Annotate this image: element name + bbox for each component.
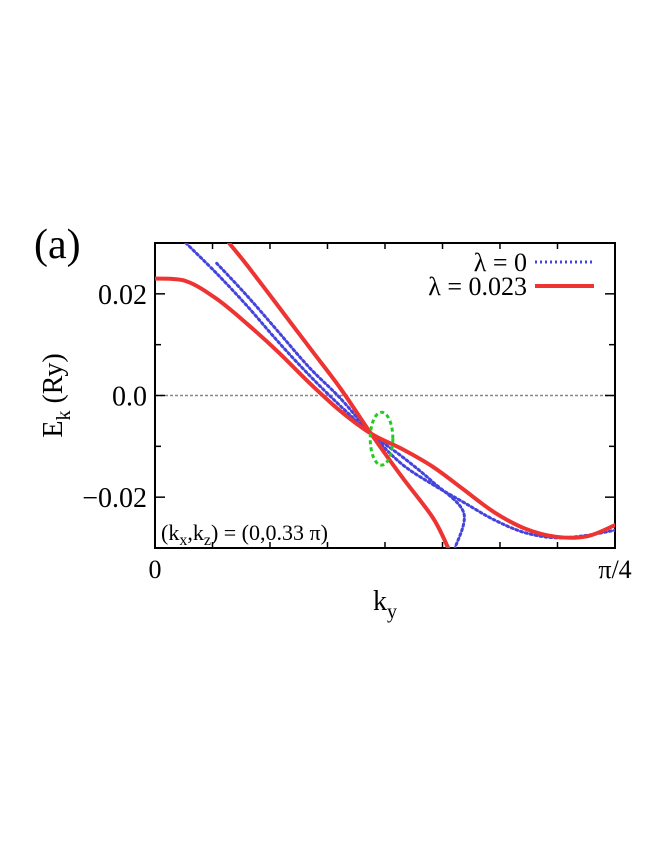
annotation-part: (k — [161, 520, 179, 545]
legend: λ = 0λ = 0.023 — [428, 248, 594, 301]
annotation-label: (kx,kz) = (0,0.33 π) — [161, 520, 328, 549]
y-label-sub: k — [53, 411, 75, 421]
x-label-main: k — [373, 586, 387, 617]
highlight-ellipse — [368, 410, 395, 467]
legend-label: λ = 0.023 — [428, 272, 527, 301]
y-tick-label: −0.02 — [82, 483, 147, 514]
x-tick-label: π/4 — [598, 555, 631, 584]
y-tick-label: 0.02 — [98, 280, 147, 311]
y-axis-label: Ek (Ry) — [38, 353, 75, 437]
x-tick-label: 0 — [149, 555, 162, 584]
y-label-main: E — [38, 421, 69, 438]
panel-label: (a) — [34, 222, 81, 268]
annotation-part: z — [204, 532, 211, 549]
x-tick-labels: 0 π/4 — [149, 555, 632, 584]
annotation-part: x — [179, 532, 187, 549]
series-line-2 — [155, 276, 615, 540]
plot-area: (kx,kz) = (0,0.33 π) λ = 0λ = 0.023 — [154, 242, 616, 549]
y-tick-labels: 0.02 0.0 −0.02 — [82, 280, 147, 514]
x-axis-label: ky — [373, 586, 397, 623]
series-curves — [155, 243, 615, 548]
legend-label: λ = 0 — [474, 248, 527, 277]
crossing-highlight — [368, 410, 395, 467]
annotation-part: ,k — [187, 520, 204, 545]
y-tick-label: 0.0 — [112, 382, 147, 413]
annotation-part: ) = (0,0.33 π) — [211, 520, 328, 545]
axis-ticks — [155, 242, 615, 549]
series-line-3 — [227, 243, 451, 548]
x-label-sub: y — [387, 601, 397, 623]
y-label-unit: (Ry) — [38, 353, 69, 410]
